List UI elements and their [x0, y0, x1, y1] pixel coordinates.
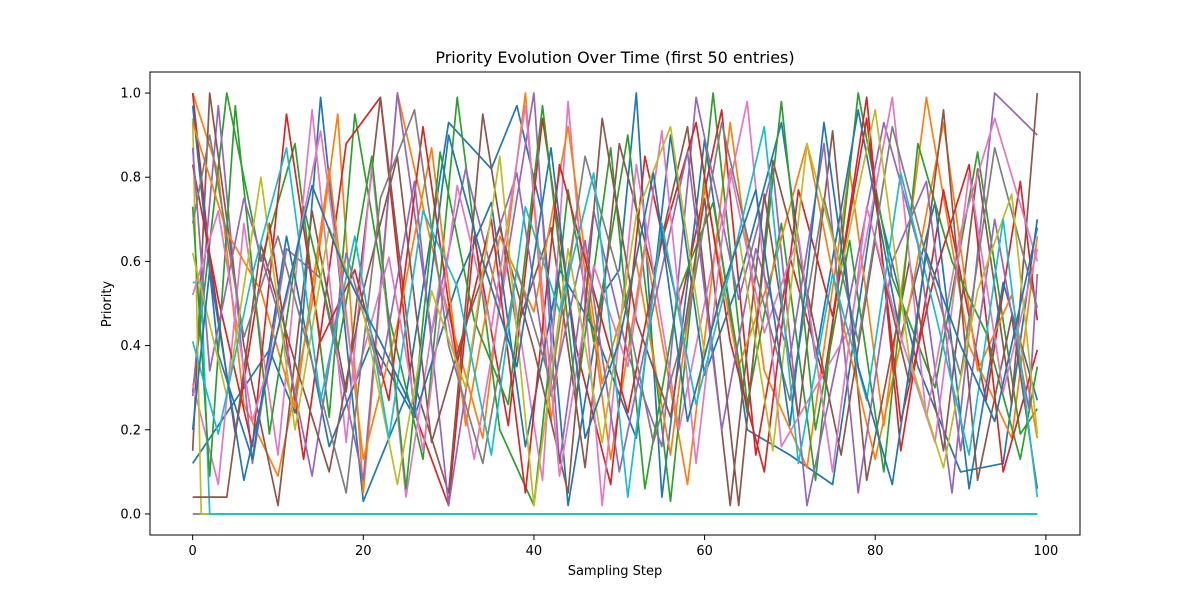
- series-line-20: [191, 121, 1039, 486]
- x-tick-label: 40: [526, 544, 543, 559]
- series-line-2: [191, 92, 1039, 507]
- y-axis: 0.0 0.2 0.4 0.6 0.8 1.0: [120, 87, 150, 522]
- x-tick-label: 0: [189, 544, 197, 559]
- series-line-15: [192, 109, 1039, 507]
- x-tick-label: 100: [1033, 544, 1058, 559]
- y-tick-label: 0.0: [120, 507, 141, 522]
- x-tick-label: 60: [696, 544, 713, 559]
- y-tick-label: 0.6: [120, 255, 141, 270]
- series-line-14: [191, 142, 1039, 507]
- series-group: [191, 92, 1039, 515]
- x-axis: 0 20 40 60 80 100: [189, 535, 1058, 559]
- series-line-3: [191, 92, 1039, 507]
- series-line-9: [192, 281, 1038, 515]
- series-line-11: [191, 121, 1039, 461]
- chart-title: Priority Evolution Over Time (first 50 e…: [435, 48, 794, 67]
- y-tick-label: 1.0: [120, 87, 141, 102]
- y-tick-label: 0.2: [120, 423, 141, 438]
- series-line-18: [191, 109, 1039, 507]
- series-line-13: [191, 113, 1039, 494]
- plot-frame: [149, 71, 1081, 536]
- y-axis-label: Priority: [100, 281, 115, 328]
- series-line-12: [191, 100, 1039, 490]
- series-line-16: [191, 104, 1039, 477]
- x-axis-label: Sampling Step: [568, 564, 663, 579]
- x-tick-label: 80: [867, 544, 884, 559]
- y-tick-label: 0.4: [120, 339, 141, 354]
- x-tick-label: 20: [355, 544, 372, 559]
- series-line-19: [191, 125, 1039, 498]
- y-tick-label: 0.8: [120, 171, 141, 186]
